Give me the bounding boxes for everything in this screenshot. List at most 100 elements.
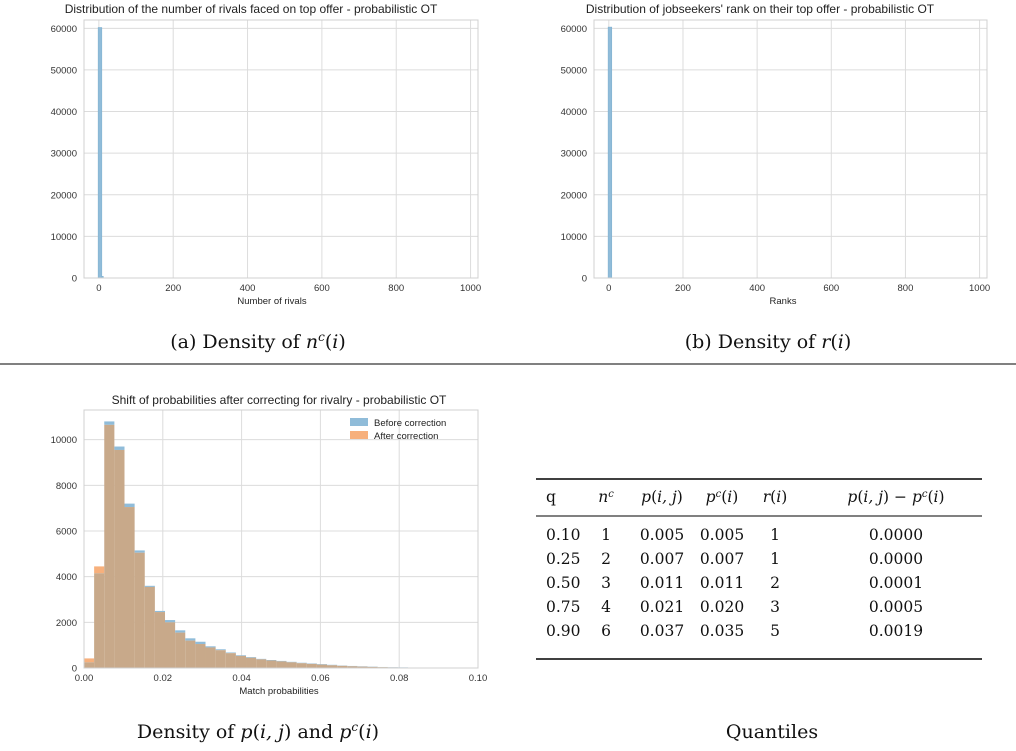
y-tick-label: 0 — [582, 274, 587, 285]
histogram-bar-overlap — [84, 662, 95, 668]
histogram-bar-before-excess — [165, 620, 176, 623]
histogram-bar-overlap — [347, 666, 358, 668]
histogram-bar-before-excess — [154, 610, 166, 613]
histogram-bar-overlap — [175, 632, 186, 668]
histogram-bar-overlap — [266, 660, 277, 668]
table-row: 0.90 6 0.037 0.035 5 0.0019 — [546, 622, 923, 640]
histogram-bar-overlap — [327, 665, 338, 668]
x-tick-label: 400 — [240, 283, 256, 294]
y-tick-label: 20000 — [51, 190, 77, 201]
histogram-bar-overlap — [104, 424, 115, 668]
x-tick-label: 0.02 — [154, 673, 173, 684]
header-nc: nc — [598, 488, 614, 506]
legend-swatch — [350, 431, 368, 439]
plot-frame — [593, 19, 988, 279]
table-cell: 5 — [770, 622, 780, 640]
x-tick-label: 0.04 — [232, 673, 251, 684]
x-axis-label: Number of rivals — [237, 296, 306, 307]
histogram-bar-overlap — [144, 586, 155, 668]
table-cell: 0.011 — [640, 574, 684, 592]
table-cell: 0.005 — [700, 526, 744, 544]
histogram-bar-overlap — [357, 666, 368, 668]
table-cell: 0.50 — [546, 574, 581, 592]
x-tick-label: 1000 — [969, 283, 990, 294]
y-tick-label: 2000 — [56, 618, 77, 629]
header-ri: r(i) — [763, 488, 788, 506]
table-cell: 0.011 — [700, 574, 744, 592]
header-diff: p(i, j) − pc(i) — [847, 488, 944, 506]
table-cell: 6 — [601, 622, 611, 640]
table-cell: 0.0019 — [869, 622, 923, 640]
x-tick-label: 0.10 — [469, 673, 488, 684]
histogram-bar-overlap — [195, 644, 206, 668]
table-row: 0.10 1 0.005 0.005 1 0.0000 — [546, 526, 923, 544]
histogram-bar-before-excess — [134, 550, 145, 553]
table-cell: 0.0001 — [869, 574, 923, 592]
table-cell: 0.020 — [700, 598, 744, 616]
x-tick-label: 800 — [898, 283, 914, 294]
y-tick-label: 40000 — [51, 107, 77, 118]
histogram-bar-overlap — [235, 655, 247, 668]
histogram-bar-before-excess — [225, 652, 236, 654]
header-pci: pc(i) — [706, 488, 739, 506]
x-tick-label: 0.08 — [390, 673, 409, 684]
table-cell: 1 — [770, 526, 780, 544]
chart-title: Shift of probabilities after correcting … — [112, 393, 447, 407]
legend-label: Before correction — [374, 418, 446, 429]
y-tick-label: 50000 — [51, 65, 77, 76]
quantiles-table: q nc p(i, j) pc(i) r(i) p(i, j) − pc(i) … — [536, 478, 982, 660]
header-q: q — [546, 488, 556, 506]
histogram-bar-after-excess — [84, 658, 95, 663]
table-cell: 1 — [601, 526, 611, 544]
table-cell: 1 — [770, 550, 780, 568]
y-tick-label: 20000 — [561, 190, 587, 201]
histogram-bar-overlap — [367, 666, 378, 668]
histogram-bar-before-excess — [246, 657, 257, 658]
histogram-bar-overlap — [276, 661, 287, 668]
histogram-bar-overlap — [124, 507, 135, 668]
y-tick-label: 0 — [72, 664, 77, 675]
y-tick-label: 10000 — [561, 232, 587, 243]
y-tick-label: 10000 — [51, 232, 77, 243]
table-caption: Quantiles — [726, 721, 818, 743]
x-tick-label: 0.06 — [311, 673, 330, 684]
y-tick-label: 40000 — [561, 107, 587, 118]
x-tick-label: 1000 — [460, 283, 481, 294]
histogram-bar-overlap — [337, 665, 348, 668]
x-tick-label: 600 — [823, 283, 839, 294]
histogram-bar-overlap — [306, 663, 317, 668]
table-cell: 0.005 — [640, 526, 684, 544]
panel-a-caption: (a) Density of nc(i) — [170, 330, 346, 353]
plot-frame — [83, 409, 479, 669]
histogram-bar — [607, 26, 613, 279]
plot-frame — [83, 19, 479, 279]
histogram-bar-overlap — [215, 650, 226, 668]
x-tick-label: 200 — [165, 283, 181, 294]
histogram-bar-overlap — [296, 663, 307, 668]
table-cell: 2 — [601, 550, 611, 568]
histogram-bar-overlap — [256, 659, 267, 668]
x-tick-label: 600 — [314, 283, 330, 294]
table-cell: 0.75 — [546, 598, 581, 616]
x-tick-label: 0 — [606, 283, 611, 294]
y-tick-label: 30000 — [51, 149, 77, 160]
table-cell: 0.0005 — [869, 598, 923, 616]
table-cell: 0.035 — [700, 622, 744, 640]
histogram-bar-before-excess — [205, 646, 216, 648]
histogram-bar-overlap — [286, 662, 297, 668]
table-header-row: q nc p(i, j) pc(i) r(i) p(i, j) − pc(i) — [546, 488, 945, 506]
histogram-bar-before-excess — [195, 641, 206, 645]
table-cell: 0.0000 — [869, 550, 923, 568]
histogram-bar-before-excess — [185, 638, 196, 641]
table-cell: 4 — [601, 598, 611, 616]
histogram-bar-before-excess — [114, 446, 125, 450]
chart-title: Distribution of jobseekers' rank on thei… — [586, 2, 935, 16]
x-tick-label: 800 — [388, 283, 404, 294]
plot-area — [84, 20, 478, 278]
chart-ranks-distribution: 0 200 400 600 800 100001000020000300004000050… — [561, 2, 991, 307]
panel-b-caption: (b) Density of r(i) — [685, 331, 852, 353]
histogram-bar-overlap — [94, 573, 105, 668]
histogram-bar-before-excess — [104, 421, 115, 425]
y-tick-label: 6000 — [56, 527, 77, 538]
